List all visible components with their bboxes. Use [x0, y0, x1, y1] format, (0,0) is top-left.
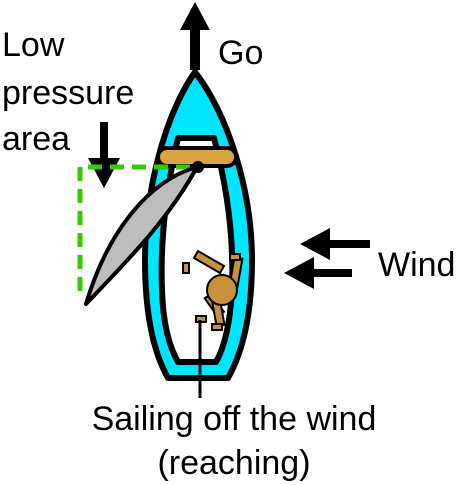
sail [84, 165, 199, 306]
mast [192, 161, 204, 173]
go-arrow-icon [180, 2, 210, 70]
low-pressure-label-line2: pressure [2, 74, 134, 112]
caption-line2: (reaching) [157, 444, 310, 482]
wind-label: Wind [378, 246, 455, 284]
low-pressure-outline [77, 164, 190, 298]
pressure-arrow-down-icon [88, 122, 120, 188]
low-pressure-label-line1: Low [2, 26, 65, 64]
sailor-icon [182, 249, 244, 331]
go-label: Go [218, 34, 263, 72]
low-pressure-label-line3: area [2, 120, 70, 158]
caption-line1: Sailing off the wind [92, 400, 377, 438]
wind-arrow-left-icon [300, 228, 370, 260]
wind-arrow-left-icon-2 [284, 257, 352, 289]
